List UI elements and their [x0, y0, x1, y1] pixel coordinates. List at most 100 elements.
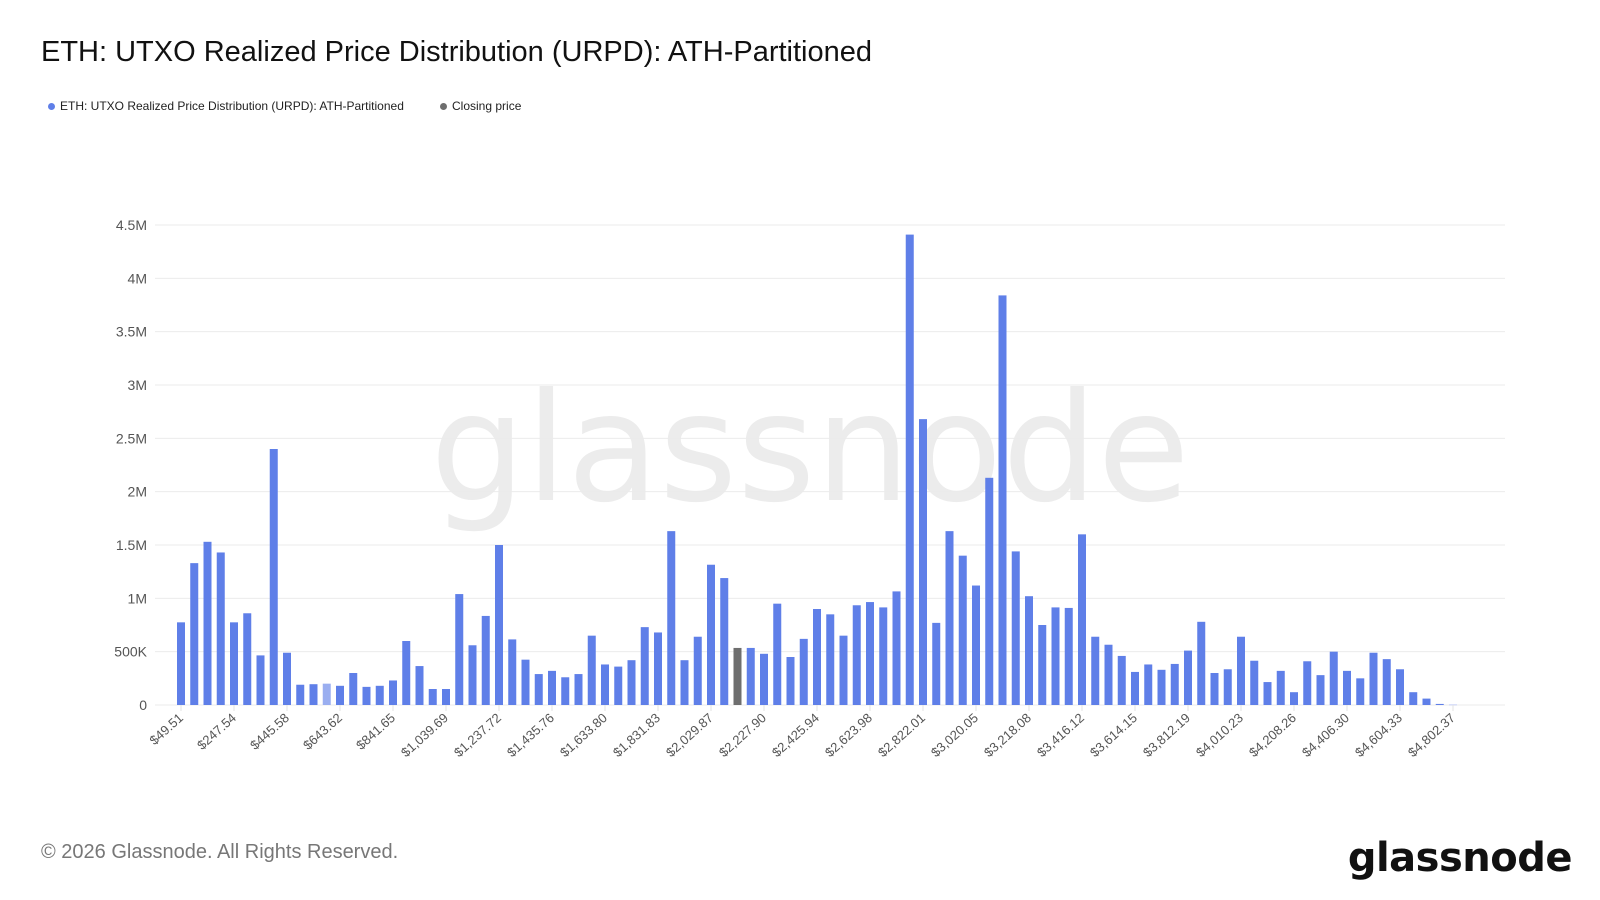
bar[interactable] [760, 653, 768, 705]
bar[interactable] [415, 666, 424, 705]
bar[interactable] [402, 641, 411, 705]
bar[interactable] [852, 605, 861, 705]
bar[interactable] [1144, 664, 1153, 705]
bar-highlighted[interactable] [322, 683, 331, 705]
bar[interactable] [1316, 675, 1325, 705]
bar[interactable] [177, 622, 185, 705]
bar[interactable] [495, 545, 503, 705]
bar[interactable] [985, 477, 994, 705]
bar[interactable] [839, 635, 848, 705]
bar[interactable] [680, 660, 689, 705]
bar[interactable] [336, 685, 344, 705]
bar[interactable] [627, 660, 636, 705]
bar[interactable] [799, 638, 808, 705]
bar[interactable] [1104, 644, 1113, 705]
bar[interactable] [481, 615, 490, 705]
bar[interactable] [1091, 636, 1100, 705]
bar[interactable] [534, 674, 543, 705]
bar[interactable] [707, 564, 715, 705]
bar[interactable] [998, 295, 1007, 705]
bar[interactable] [1422, 698, 1431, 705]
bar[interactable] [1051, 607, 1060, 705]
bar[interactable] [230, 622, 238, 705]
bar[interactable] [190, 563, 199, 705]
bar[interactable] [866, 602, 874, 705]
bar[interactable] [1011, 551, 1020, 705]
bar[interactable] [1157, 669, 1166, 705]
bar[interactable] [905, 234, 914, 705]
bar[interactable] [1276, 670, 1285, 705]
bar[interactable] [1382, 659, 1391, 705]
bar[interactable] [667, 531, 676, 705]
bar[interactable] [693, 636, 702, 705]
bar[interactable] [1343, 670, 1351, 705]
bar[interactable] [375, 685, 384, 705]
bar[interactable] [786, 657, 795, 705]
bar[interactable] [1263, 682, 1272, 705]
bar[interactable] [389, 680, 397, 705]
bar[interactable] [958, 555, 967, 705]
bar[interactable] [1290, 692, 1298, 705]
bar[interactable] [1329, 651, 1338, 705]
bar[interactable] [972, 585, 980, 705]
bar[interactable] [508, 639, 517, 705]
bar[interactable] [654, 632, 662, 705]
bar[interactable] [813, 609, 821, 705]
bar[interactable] [945, 531, 954, 705]
bar[interactable] [1237, 636, 1245, 705]
bar[interactable] [548, 670, 556, 705]
bar[interactable] [349, 673, 358, 705]
bar[interactable] [773, 603, 782, 705]
bar[interactable] [1038, 625, 1047, 705]
bar[interactable] [521, 659, 530, 705]
x-tick-label: $2,029.87 [663, 710, 716, 760]
bar[interactable] [1396, 669, 1404, 705]
bar[interactable] [892, 591, 901, 705]
bar[interactable] [1117, 655, 1126, 705]
bar[interactable] [1356, 678, 1365, 705]
bar[interactable] [1184, 650, 1192, 705]
legend-item-urpd[interactable]: ETH: UTXO Realized Price Distribution (U… [48, 99, 404, 113]
bar[interactable] [216, 552, 225, 705]
bar[interactable] [442, 689, 450, 705]
bar[interactable] [362, 686, 371, 705]
bar[interactable] [1025, 596, 1033, 705]
bar[interactable] [720, 578, 729, 705]
bar[interactable] [601, 664, 609, 705]
bar[interactable] [1435, 703, 1444, 705]
bar[interactable] [309, 684, 318, 705]
bar[interactable] [243, 613, 252, 705]
bar[interactable] [269, 449, 278, 705]
bar[interactable] [640, 627, 649, 705]
bar[interactable] [1369, 652, 1378, 705]
bar[interactable] [1449, 704, 1457, 706]
bar[interactable] [203, 541, 212, 705]
bar[interactable] [879, 607, 888, 705]
bar[interactable] [919, 419, 927, 705]
bar[interactable] [296, 684, 305, 705]
bar[interactable] [587, 635, 596, 705]
bar[interactable] [455, 594, 464, 705]
bar[interactable] [1170, 663, 1179, 705]
bar[interactable] [746, 647, 755, 705]
bar[interactable] [826, 614, 835, 705]
closing-price-bar[interactable] [733, 647, 742, 705]
bar[interactable] [1131, 671, 1139, 705]
bar[interactable] [1409, 692, 1418, 705]
bar[interactable] [1303, 661, 1312, 705]
bar[interactable] [428, 689, 437, 705]
bar[interactable] [1064, 607, 1073, 705]
bar[interactable] [283, 652, 291, 705]
bar[interactable] [468, 645, 477, 705]
bar[interactable] [574, 674, 583, 705]
bar[interactable] [256, 655, 265, 705]
bar[interactable] [1210, 673, 1219, 705]
bar[interactable] [1223, 669, 1232, 705]
bar[interactable] [561, 677, 570, 705]
bar[interactable] [1078, 534, 1086, 705]
bar[interactable] [614, 666, 623, 705]
bar[interactable] [932, 622, 941, 705]
bar[interactable] [1197, 621, 1206, 705]
bar[interactable] [1250, 660, 1259, 705]
legend-item-closing-price[interactable]: Closing price [440, 99, 521, 113]
